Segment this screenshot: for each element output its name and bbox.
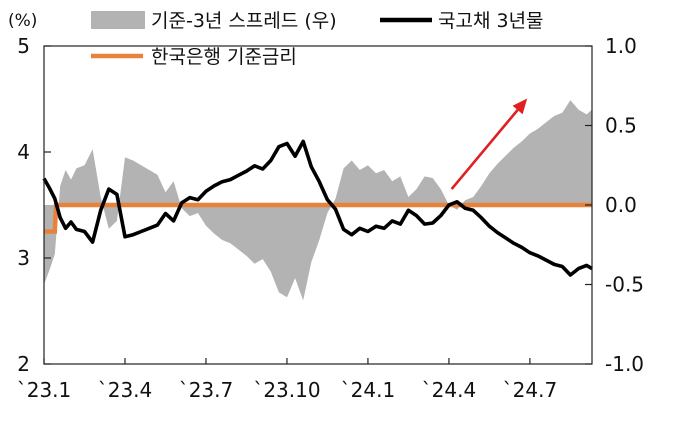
left-tick-label: 5 — [17, 34, 30, 58]
legend-base-rate-label: 한국은행 기준금리 — [151, 46, 297, 68]
left-tick-label: 4 — [17, 140, 30, 164]
bond-3y-line — [42, 139, 593, 277]
x-tick-label: `23.10 — [253, 378, 320, 402]
right-tick-label: 1.0 — [605, 34, 637, 58]
legend: 기준-3년 스프레드 (우) 국고채 3년물 한국은행 기준금리 — [91, 10, 544, 68]
x-tick-label: `23.1 — [17, 378, 72, 402]
x-tick-label: `24.4 — [422, 378, 477, 402]
left-axis-unit: (%) — [8, 11, 37, 31]
x-tick-label: `24.7 — [503, 378, 558, 402]
right-tick-label: -0.5 — [605, 273, 644, 297]
x-tick-label: `23.7 — [179, 378, 234, 402]
arrow-head — [512, 98, 528, 115]
arrow-shaft — [450, 109, 519, 190]
spread-area — [44, 100, 592, 301]
trend-arrow — [450, 98, 528, 190]
legend-spread-label: 기준-3년 스프레드 (우) — [151, 10, 337, 32]
spread-area-layer — [44, 100, 592, 301]
left-tick-label: 3 — [17, 246, 30, 270]
line-series-layer — [42, 139, 593, 277]
right-tick-label: -1.0 — [605, 352, 644, 376]
right-tick-label: 0.5 — [605, 114, 637, 138]
base-rate-line — [44, 202, 592, 234]
axes-layer: 5 4 3 2 (%) 1.0 0.5 0.0 -0.5 -1.0 `23.1 `23.4 `23.7 `… — [8, 11, 644, 402]
legend-bond-label: 국고채 3년물 — [438, 10, 544, 32]
right-tick-label: 0.0 — [605, 193, 637, 217]
x-tick-label: `24.1 — [341, 378, 396, 402]
legend-spread-swatch — [91, 11, 145, 29]
x-tick-label: `23.4 — [98, 378, 153, 402]
left-tick-label: 2 — [17, 352, 30, 376]
